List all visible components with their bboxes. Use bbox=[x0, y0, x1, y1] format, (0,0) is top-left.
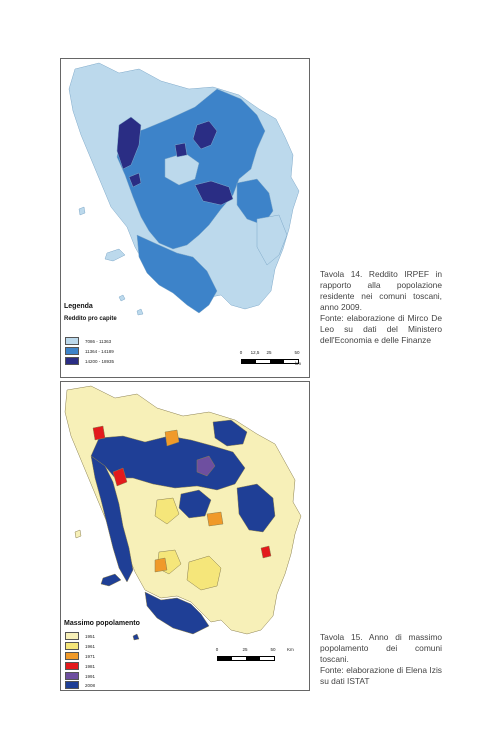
scale-tick: 50 bbox=[270, 647, 276, 652]
caption-source: Fonte: elaborazione di Elena Izis su dat… bbox=[320, 665, 442, 686]
legend-label: 1951 bbox=[85, 633, 96, 639]
legend-swatch bbox=[65, 632, 79, 640]
legend-item: 1951 bbox=[65, 632, 95, 640]
region-1981-a bbox=[92, 425, 106, 441]
legend-item: 1971 bbox=[65, 652, 95, 660]
legend-label: 1991 bbox=[85, 673, 96, 679]
legend-label: 1961 bbox=[85, 643, 96, 649]
capraia-island bbox=[78, 206, 86, 216]
region-2008-arezzo bbox=[236, 483, 276, 533]
region-2008-coast bbox=[90, 455, 134, 583]
region-dark-lucca bbox=[116, 116, 142, 170]
region-1991-firenze bbox=[196, 455, 216, 477]
scale-unit: km bbox=[295, 361, 301, 366]
region-dark-siena bbox=[194, 180, 234, 206]
region-dark-livorno bbox=[128, 172, 142, 188]
region-2008-east bbox=[212, 419, 248, 447]
legend-label: 11364 - 14189 bbox=[85, 348, 114, 354]
giglio-island bbox=[132, 633, 140, 641]
caption-population: Tavola 15. Anno di massimo popolamento d… bbox=[320, 632, 442, 687]
region-1981-b bbox=[112, 467, 128, 487]
scale-tick: 0 bbox=[215, 647, 219, 652]
legend-swatch bbox=[65, 642, 79, 650]
legend-title: Legenda bbox=[64, 303, 93, 310]
scale-tick: 25 bbox=[266, 350, 272, 355]
legend-label: 7086 - 11363 bbox=[85, 338, 112, 344]
region-blue-south bbox=[136, 234, 218, 314]
region-dark-arezzo bbox=[174, 142, 188, 158]
scale-unit: Km bbox=[287, 647, 294, 652]
caption-source: Fonte: elaborazione di Mirco De Leo su d… bbox=[320, 313, 442, 345]
elba-island bbox=[104, 248, 126, 262]
scale-bar-graphic bbox=[217, 656, 275, 661]
scale-tick: 0 bbox=[239, 350, 243, 355]
legend-title: Massimo popolamento bbox=[64, 620, 140, 627]
tuscany-population-map bbox=[64, 385, 302, 641]
region-1971-a bbox=[164, 429, 180, 447]
caption-title: Tavola 14. Reddito IRPEF in rapporto all… bbox=[320, 269, 442, 312]
legend-item: 2008 bbox=[65, 681, 95, 689]
giglio-island bbox=[136, 308, 144, 316]
legend-item: 7086 - 11363 bbox=[65, 337, 111, 345]
scale-tick: 12,5 bbox=[250, 350, 260, 355]
legend-label: 2008 bbox=[85, 682, 96, 688]
legend-swatch bbox=[65, 681, 79, 689]
legend-subtitle: Reddito pro capite bbox=[64, 316, 117, 322]
region-light-east bbox=[256, 214, 288, 266]
legend-swatch bbox=[65, 672, 79, 680]
population-map: Massimo popolamento 1951 1961 1971 1981 … bbox=[60, 381, 310, 691]
elba-island bbox=[100, 573, 122, 587]
region-2008-siena bbox=[178, 489, 212, 519]
scale-tick: 50 bbox=[294, 350, 300, 355]
tuscany-income-map bbox=[68, 62, 300, 316]
legend-label: 14200 - 18935 bbox=[85, 358, 115, 364]
legend-label: 1981 bbox=[85, 663, 96, 669]
scale-bar-graphic bbox=[241, 359, 299, 364]
legend-item: 1981 bbox=[65, 662, 95, 670]
region-1971-c bbox=[154, 557, 168, 573]
capraia-island bbox=[74, 529, 82, 539]
region-1981-c bbox=[260, 545, 272, 559]
legend-swatch bbox=[65, 662, 79, 670]
scale-bar: 0 25 50 Km bbox=[215, 647, 297, 661]
caption-income: Tavola 14. Reddito IRPEF in rapporto all… bbox=[320, 269, 442, 346]
scale-bar: 0 12,5 25 50 km bbox=[239, 350, 305, 366]
region-1961-b bbox=[186, 555, 222, 591]
legend-swatch bbox=[65, 347, 79, 355]
montecristo-island bbox=[118, 294, 126, 302]
income-map: Legenda Reddito pro capite 7086 - 11363 … bbox=[60, 58, 310, 378]
region-2008-central bbox=[90, 435, 246, 491]
legend-item: 14200 - 18935 bbox=[65, 357, 114, 365]
legend-label: 1971 bbox=[85, 653, 96, 659]
legend-swatch bbox=[65, 337, 79, 345]
legend-item: 1961 bbox=[65, 642, 95, 650]
region-1961-a bbox=[154, 497, 180, 525]
legend-item: 11364 - 14189 bbox=[65, 347, 114, 355]
region-dark-firenze bbox=[192, 120, 218, 150]
scale-tick: 25 bbox=[242, 647, 248, 652]
caption-title: Tavola 15. Anno di massimo popolamento d… bbox=[320, 632, 442, 664]
legend-swatch bbox=[65, 652, 79, 660]
legend-swatch bbox=[65, 357, 79, 365]
region-2008-south bbox=[144, 591, 210, 635]
legend-item: 1991 bbox=[65, 672, 95, 680]
region-1971-b bbox=[206, 511, 224, 527]
